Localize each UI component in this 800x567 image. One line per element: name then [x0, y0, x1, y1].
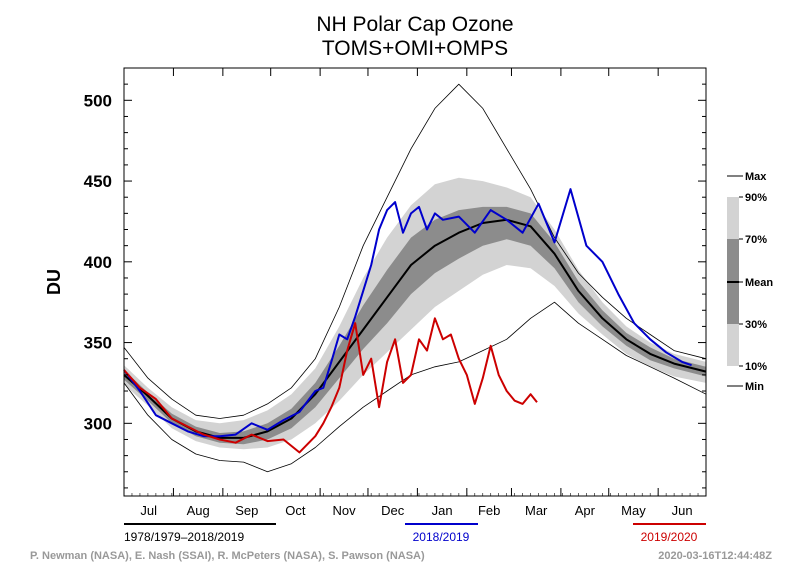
y-tick-label: 500 — [84, 91, 112, 110]
plot-area: 300 350 400 450 500 Jul Aug Sep Oct Nov Dec Jan Feb M… — [84, 67, 707, 518]
legend-band-label: 70% — [745, 234, 767, 246]
y-tick-label: 400 — [84, 253, 112, 272]
legend-band-label: 30% — [745, 319, 767, 331]
plot-frame — [123, 67, 707, 497]
band-legend: Max 90% 70% Mean 30% 10% Min — [727, 171, 773, 393]
series-line-2018-2019 — [123, 188, 692, 438]
x-tick-label: Dec — [381, 503, 405, 518]
legend-band-label: Max — [745, 171, 767, 183]
series-line-2019-2020 — [123, 317, 538, 454]
x-tick-label: Mar — [525, 503, 548, 518]
x-tick-label: Aug — [187, 503, 210, 518]
legend-band-70-90 — [727, 197, 739, 239]
legend-band-label: 10% — [745, 361, 767, 373]
chart-subtitle: TOMS+OMI+OMPS — [322, 37, 508, 60]
max-line — [123, 83, 707, 419]
timestamp-text: 2020-03-16T12:44:48Z — [658, 550, 772, 562]
bottom-legend: 1978/1979–2018/2019 2018/2019 2019/2020 — [124, 523, 706, 544]
legend-label-2019-2020: 2019/2020 — [641, 530, 698, 544]
y-tick-label: 300 — [84, 414, 112, 433]
legend-label-climatology: 1978/1979–2018/2019 — [124, 530, 244, 544]
chart-title: NH Polar Cap Ozone — [316, 13, 513, 36]
x-tick-label: Oct — [285, 503, 306, 518]
x-tick-label: May — [621, 503, 646, 518]
x-tick-label: Jan — [432, 503, 453, 518]
band-10-90 — [124, 177, 706, 450]
x-tick-label: Sep — [235, 503, 258, 518]
legend-band-label: Min — [745, 381, 764, 393]
legend-label-2018-2019: 2018/2019 — [413, 530, 470, 544]
band-30-70 — [124, 206, 706, 445]
credits-text: P. Newman (NASA), E. Nash (SSAI), R. McP… — [30, 550, 425, 562]
legend-band-label: Mean — [745, 277, 773, 289]
x-tick-label: Jul — [140, 503, 157, 518]
legend-band-label: 90% — [745, 192, 767, 204]
mean-line — [123, 218, 707, 439]
y-tick-label: 350 — [84, 334, 112, 353]
x-tick-label: Nov — [332, 503, 356, 518]
x-tick-label: Apr — [575, 503, 596, 518]
x-tick-label: Feb — [478, 503, 500, 518]
y-axis-label: DU — [44, 269, 64, 295]
y-tick-label: 450 — [84, 172, 112, 191]
legend-band-10-30 — [727, 324, 739, 366]
x-tick-label: Jun — [672, 503, 693, 518]
